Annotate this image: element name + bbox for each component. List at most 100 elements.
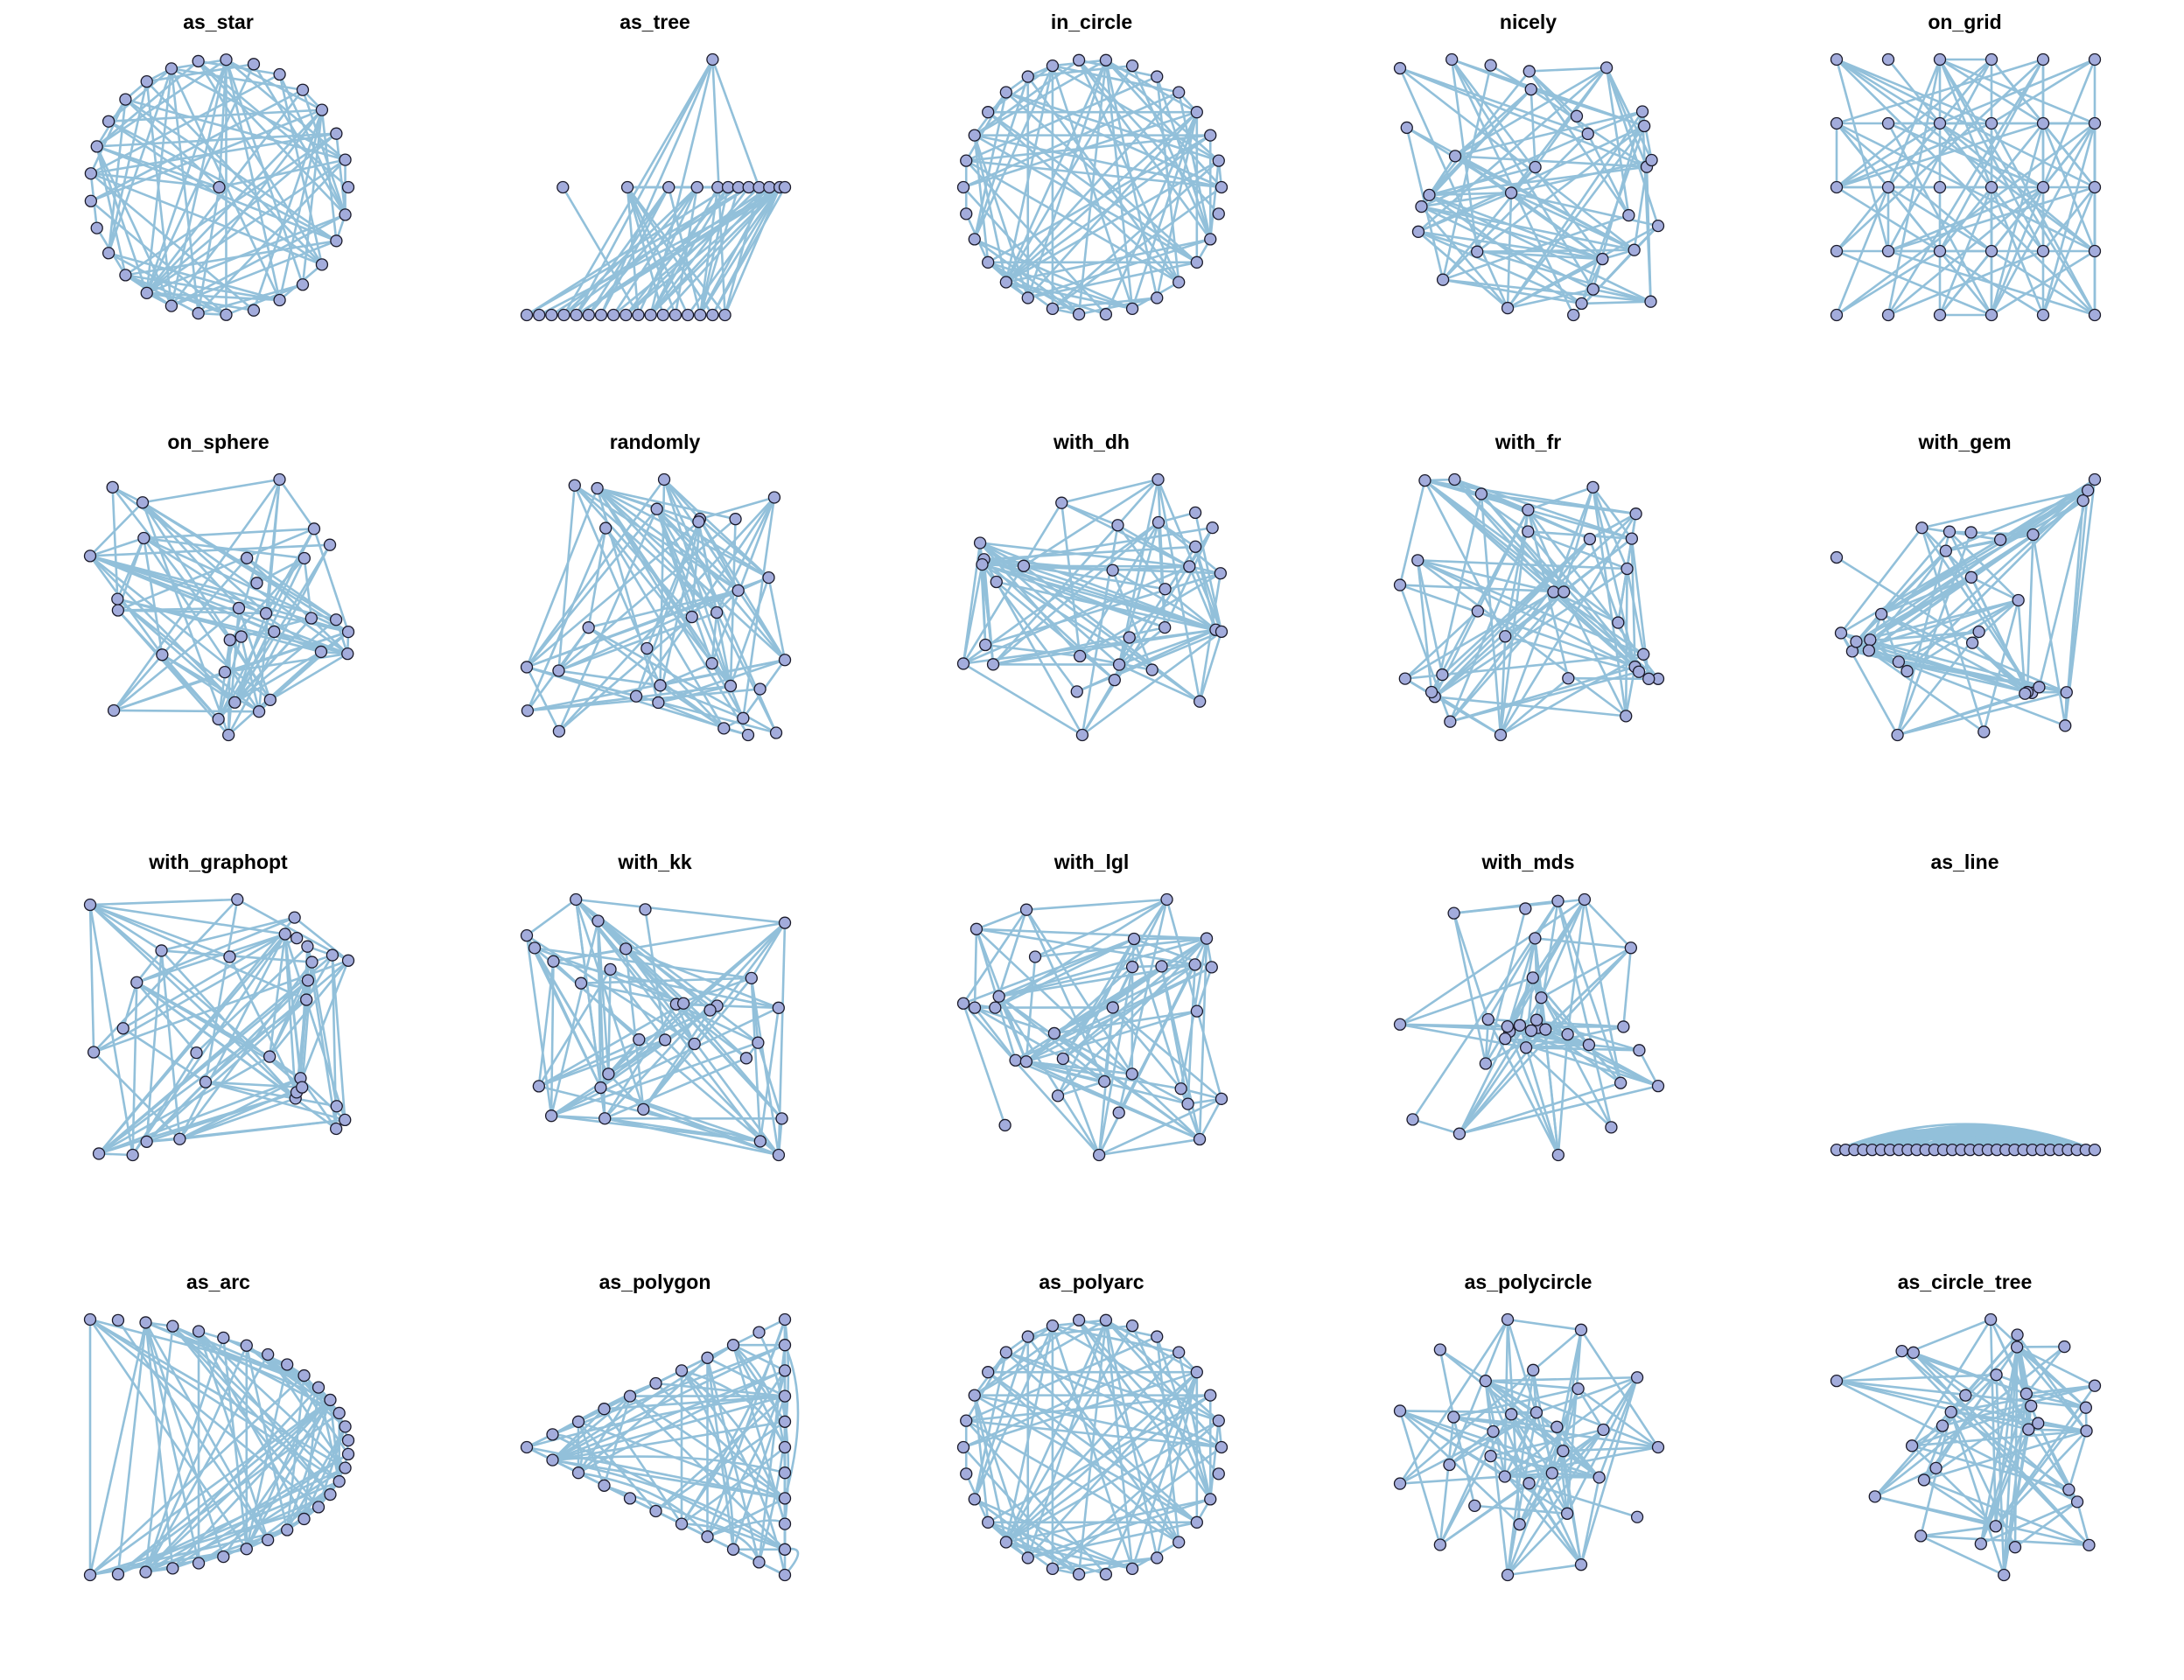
panel-title: randomly <box>609 430 701 453</box>
graph-edge <box>1005 159 1220 284</box>
graph-edge <box>1592 486 1633 540</box>
graph-node <box>778 1364 792 1377</box>
graph-edge <box>1116 479 1159 527</box>
graph-node <box>1055 496 1068 509</box>
graph-edge <box>1418 230 1603 261</box>
graph-edge <box>552 1369 786 1461</box>
graph-edge <box>1424 480 1507 637</box>
graph-edge <box>124 98 220 188</box>
graph-edge <box>1078 59 1158 78</box>
graph-edge <box>198 1538 269 1564</box>
graph-edge <box>234 612 268 704</box>
graph-edge <box>1852 598 2020 653</box>
panel-title: as_polygon <box>598 1270 711 1293</box>
graph-edge <box>1082 630 1222 737</box>
graph-edge <box>600 1086 780 1157</box>
graph-edge <box>1487 900 1559 1020</box>
graph-node <box>281 1358 294 1371</box>
graph-edge <box>122 1027 206 1083</box>
graph-node <box>732 584 745 598</box>
graph-node <box>1881 52 1895 66</box>
graph-node <box>968 1389 981 1402</box>
graph-edge <box>89 903 163 952</box>
graph-edge <box>710 497 776 664</box>
graph-node <box>1099 1568 1113 1581</box>
graph-edge <box>1641 111 1653 161</box>
graph-edge <box>1579 1329 1660 1448</box>
graph-edge <box>681 1369 787 1448</box>
graph-node <box>594 308 608 322</box>
graph-edge <box>597 486 736 521</box>
graph-edge <box>278 479 316 530</box>
graph-node <box>1522 65 1536 78</box>
graph-node <box>752 1326 766 1339</box>
graph-edge <box>217 640 232 720</box>
graph-edge <box>1004 91 1198 263</box>
graph-node <box>620 308 633 322</box>
graph-node <box>2036 180 2050 194</box>
graph-node <box>106 480 119 494</box>
graph-node <box>1452 1127 1466 1140</box>
graph-edge <box>1921 527 1985 732</box>
panel-title: on_grid <box>1928 10 2002 33</box>
panel-as-star: as_star <box>0 0 437 420</box>
graph-edge <box>246 556 349 655</box>
graph-node <box>92 1147 106 1160</box>
graph-edge <box>552 1343 786 1436</box>
graph-edge <box>1399 584 1635 668</box>
graph-edge <box>2068 1430 2088 1490</box>
graph-node <box>192 54 205 68</box>
graph-node <box>968 233 981 246</box>
graph-node <box>690 180 704 194</box>
panel-as-polycircle: as_polycircle <box>1310 1260 1746 1680</box>
graph-edge <box>1005 1419 1220 1544</box>
graph-edge <box>551 1344 734 1461</box>
graph-node <box>1411 225 1425 238</box>
graph-node <box>1914 1530 1928 1543</box>
graph-node <box>1174 1082 1187 1096</box>
graph-node <box>982 106 995 119</box>
graph-edge <box>303 557 313 619</box>
graph-node <box>87 1046 101 1059</box>
graph-edge <box>1023 564 1216 631</box>
graph-node <box>649 1504 662 1518</box>
graph-node <box>778 654 792 667</box>
graph-edge <box>89 1318 319 1508</box>
graph-node <box>119 269 132 282</box>
graph-edge <box>198 284 304 315</box>
graph-node <box>247 58 261 71</box>
graph-edge <box>1453 479 1555 593</box>
graph-edge <box>1477 248 1634 253</box>
graph-edge <box>724 186 781 316</box>
graph-node <box>2008 1541 2022 1554</box>
panel-on-grid: on_grid <box>1746 0 2183 420</box>
graph-edge <box>304 999 346 1121</box>
graph-edge <box>1839 527 1923 634</box>
graph-node <box>1051 1089 1065 1102</box>
graph-node <box>1214 1440 1228 1454</box>
panel-title: with_dh <box>1054 430 1130 453</box>
graph-node <box>218 665 232 679</box>
graph-node <box>1151 291 1164 304</box>
graph-edge <box>724 186 760 316</box>
graph-node <box>281 1523 294 1536</box>
graph-edge <box>98 916 296 1155</box>
graph-edge <box>114 709 260 713</box>
graph-edge <box>1836 249 1992 317</box>
graph-edge <box>973 928 978 1008</box>
graph-edge <box>143 536 322 654</box>
graph-edge <box>1398 1319 1509 1485</box>
graph-edge <box>1970 577 2029 693</box>
graph-node <box>1471 245 1484 258</box>
graph-node <box>1047 1026 1061 1040</box>
graph-edge <box>1994 1406 2087 1528</box>
graph-edge <box>526 528 607 711</box>
graph-edge <box>144 536 304 560</box>
graph-edge <box>1111 1006 1222 1100</box>
graph-edge <box>1449 530 1530 723</box>
graph-edge <box>1510 192 1604 261</box>
graph-edge <box>1398 480 1426 585</box>
graph-edge <box>1605 66 1660 227</box>
graph-edge <box>552 1459 786 1500</box>
graph-edge <box>1911 1445 2069 1491</box>
